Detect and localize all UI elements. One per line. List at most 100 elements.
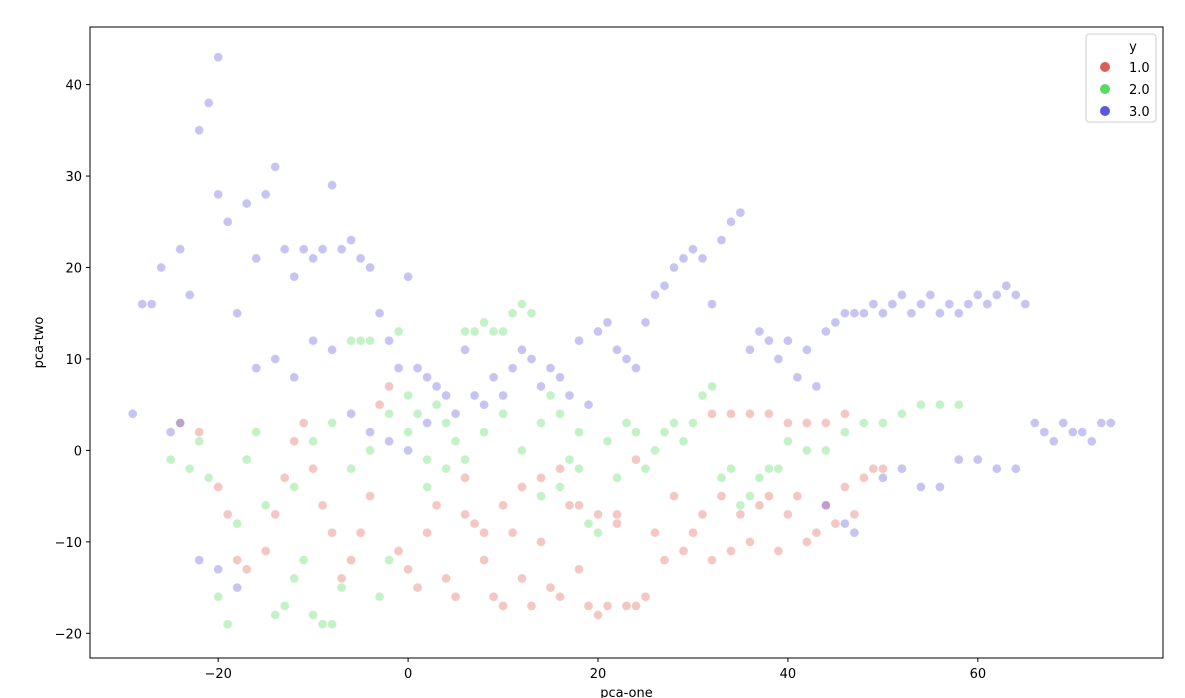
point-1.0-61: [783, 509, 793, 520]
point-3.0-30: [403, 271, 413, 282]
point-3.0-91: [982, 299, 993, 309]
point-2.0-23: [393, 326, 404, 337]
point-1.0-28: [469, 518, 480, 529]
point-2.0-72: [935, 399, 945, 410]
y-tick-label-10: 10: [65, 353, 82, 368]
point-3.0-3: [156, 262, 166, 273]
point-3.0-90: [972, 290, 983, 300]
point-1.0-14: [336, 573, 347, 584]
point-3.0-12: [232, 308, 242, 319]
point-1.0-74: [745, 408, 755, 419]
point-1.0-57: [745, 537, 755, 547]
point-2.0-78: [384, 408, 394, 419]
point-3.0-84: [916, 299, 926, 309]
point-3.0-73: [811, 381, 822, 392]
point-3.0-85: [925, 290, 936, 300]
point-1.0-50: [678, 546, 689, 556]
point-1.0-51: [688, 527, 698, 538]
point-3.0-6: [184, 290, 195, 300]
point-1.0-54: [716, 491, 727, 501]
point-3.0-10: [213, 189, 223, 200]
point-3.0-0: [127, 408, 138, 419]
point-3.0-24: [346, 235, 356, 245]
point-3.0-58: [669, 262, 679, 273]
point-3.0-118: [232, 582, 242, 593]
point-1.0-60: [773, 546, 784, 556]
point-1.0-5: [241, 564, 252, 575]
point-3.0-57: [659, 280, 670, 291]
point-1.0-1: [194, 427, 204, 437]
legend-marker-3.0: [1100, 106, 1110, 116]
point-3.0-61: [697, 253, 708, 264]
point-2.0-70: [897, 408, 907, 419]
point-3.0-78: [859, 308, 869, 319]
point-3.0-41: [507, 363, 518, 373]
point-3.0-102: [1087, 436, 1097, 447]
point-1.0-24: [431, 500, 442, 511]
point-1.0-77: [802, 418, 812, 428]
point-1.0-30: [488, 591, 499, 602]
y-tick-label--10: −10: [55, 536, 82, 551]
point-1.0-39: [574, 564, 584, 575]
point-2.0-89: [289, 482, 300, 492]
point-3.0-107: [916, 482, 926, 492]
point-2.0-50: [650, 445, 660, 456]
point-2.0-75: [327, 418, 337, 428]
point-1.0-3: [222, 509, 233, 520]
point-1.0-23: [422, 527, 432, 538]
point-3.0-4: [165, 427, 176, 437]
point-1.0-48: [659, 555, 670, 565]
point-1.0-31: [498, 601, 508, 611]
point-1.0-58: [754, 500, 765, 511]
point-3.0-66: [745, 344, 755, 355]
point-2.0-84: [498, 408, 508, 419]
point-2.0-26: [422, 454, 432, 465]
point-3.0-5: [175, 244, 185, 254]
point-1.0-36: [545, 582, 556, 593]
point-2.0-32: [479, 317, 489, 328]
point-2.0-22: [384, 555, 394, 565]
point-2.0-54: [688, 418, 698, 428]
point-3.0-82: [897, 290, 907, 300]
point-3.0-46: [555, 372, 565, 383]
point-3.0-115: [849, 527, 860, 538]
point-2.0-33: [488, 326, 499, 337]
point-2.0-71: [916, 399, 926, 410]
point-2.0-79: [403, 390, 413, 401]
point-1.0-78: [821, 418, 831, 428]
point-3.0-20: [308, 253, 318, 264]
x-tick-label-40: 40: [780, 667, 797, 682]
point-1.0-4: [232, 555, 242, 565]
point-1.0-79: [840, 408, 850, 419]
legend-marker-2.0: [1100, 84, 1110, 94]
point-2.0-67: [840, 427, 850, 437]
point-3.0-13: [241, 198, 252, 209]
point-3.0-109: [953, 454, 964, 465]
y-tick-label--20: −20: [55, 627, 82, 642]
y-tick-label-40: 40: [65, 79, 82, 94]
point-2.0-37: [526, 308, 537, 319]
point-3.0-122: [289, 372, 300, 383]
point-1.0-53: [707, 555, 717, 565]
point-1.0-43: [612, 518, 622, 529]
y-tick-label-20: 20: [65, 262, 82, 277]
point-3.0-123: [308, 335, 318, 346]
point-1.0-45: [631, 601, 641, 611]
point-1.0-69: [859, 472, 869, 483]
point-1.0-18: [374, 399, 385, 410]
point-3.0-108: [935, 482, 945, 492]
point-3.0-44: [536, 381, 546, 392]
point-2.0-85: [517, 445, 527, 456]
point-1.0-86: [612, 509, 622, 520]
point-2.0-36: [517, 299, 527, 309]
point-2.0-3: [203, 472, 214, 483]
point-3.0-56: [650, 290, 660, 300]
point-1.0-59: [764, 491, 774, 501]
point-3.0-99: [1058, 418, 1069, 428]
point-3.0-9: [213, 52, 223, 63]
point-3.0-18: [289, 271, 300, 282]
point-3.0-127: [384, 436, 394, 447]
point-1.0-81: [517, 482, 527, 492]
point-1.0-27: [460, 509, 470, 520]
point-2.0-51: [659, 427, 670, 437]
